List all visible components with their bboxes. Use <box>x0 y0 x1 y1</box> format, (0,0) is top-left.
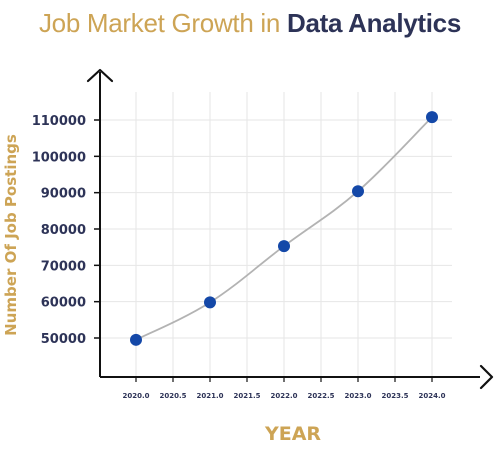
y-tick-label: 80000 <box>41 223 86 238</box>
x-tick-label: 2021.5 <box>233 392 260 400</box>
data-point <box>352 185 364 198</box>
y-tick-label: 70000 <box>41 259 86 274</box>
y-tick-label: 50000 <box>41 332 86 347</box>
data-point <box>278 240 290 253</box>
x-tick-label: 2022.0 <box>270 392 297 400</box>
y-tick-label: 100000 <box>32 150 86 165</box>
axes <box>86 68 494 390</box>
x-tick-label: 2022.5 <box>307 392 334 400</box>
x-tick-label: 2021.0 <box>196 392 223 400</box>
x-tick-label: 2024.0 <box>418 392 445 400</box>
chart-title-part1: Job Market Growth in <box>38 8 287 38</box>
y-tick-label: 60000 <box>41 296 86 311</box>
grid-lines <box>100 92 452 377</box>
y-tick-labels: 50000 60000 70000 80000 90000 100000 110000 <box>32 114 100 347</box>
chart-title: Job Market Growth in Data Analytics <box>0 8 500 39</box>
data-point <box>204 296 216 309</box>
y-tick-label: 90000 <box>41 187 86 202</box>
data-point <box>426 111 438 124</box>
axis-labels: Number Of Job Postings YEAR <box>2 134 321 445</box>
y-tick-label: 110000 <box>32 114 86 129</box>
x-axis-label: YEAR <box>264 423 321 445</box>
x-tick-label: 2023.0 <box>344 392 371 400</box>
series <box>130 111 438 346</box>
x-axis-arrow-icon <box>479 364 494 390</box>
chart-title-part2: Data Analytics <box>286 8 462 38</box>
x-tick-label: 2023.5 <box>381 392 408 400</box>
x-tick-label: 2020.0 <box>122 392 149 400</box>
y-axis-arrow-icon <box>86 68 114 83</box>
x-tick-labels: 2020.0 2020.5 2021.0 2021.5 2022.0 2022.5 2023… <box>122 377 446 400</box>
y-axis-label: Number Of Job Postings <box>2 134 20 336</box>
x-tick-label: 2020.5 <box>159 392 186 400</box>
data-point <box>130 333 142 346</box>
